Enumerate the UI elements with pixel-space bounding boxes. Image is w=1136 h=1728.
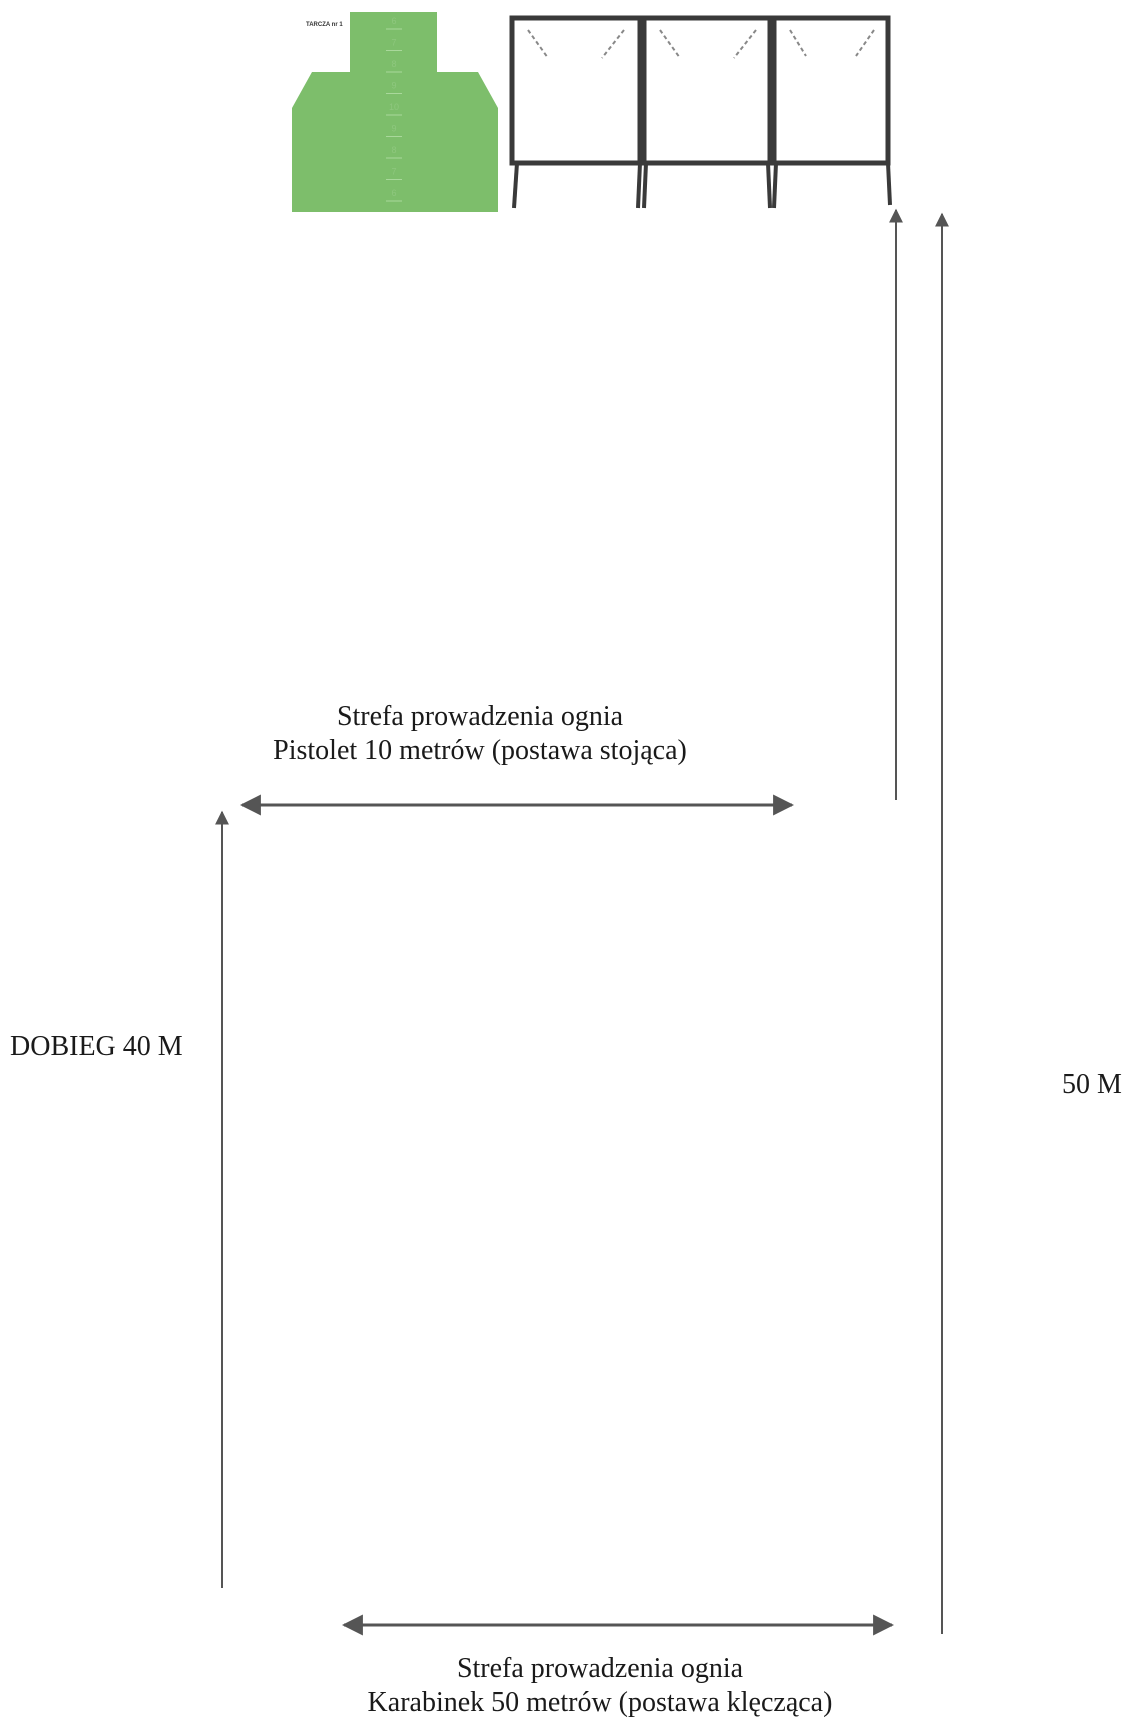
rifle-zone-title: Strefa prowadzenia ognia (456, 1653, 744, 1684)
target-shape (292, 12, 498, 212)
frame-panel (641, 15, 773, 209)
target-silhouette: TARCZA nr 1 6 7 8 9 10 9 8 7 6 (292, 12, 498, 212)
pistol-zone-detail: Pistolet 10 metrów (postawa stojąca) (273, 735, 687, 766)
rifle-zone-detail: Karabinek 50 metrów (postawa klęcząca) (367, 1687, 833, 1718)
target-score-label: 6 (391, 188, 396, 198)
pistol-zone-title: Strefa prowadzenia ognia (336, 701, 624, 732)
target-score-labels: 6 7 8 9 10 9 8 7 6 (386, 16, 402, 202)
target-score-label: 8 (391, 59, 396, 69)
target-score-label: 8 (391, 145, 396, 155)
target-frame (509, 15, 892, 209)
run-distance-label: DOBIEG 40 M (10, 1031, 183, 1062)
pistol-zone-label: Strefa prowadzenia ognia Pistolet 10 met… (230, 700, 730, 768)
target-score-label: 9 (391, 124, 396, 134)
target-name: TARCZA nr 1 (306, 22, 343, 28)
target-score-label: 7 (391, 167, 396, 177)
target-score-label: 7 (391, 38, 396, 48)
frame-panel (509, 15, 643, 209)
rifle-zone-label: Strefa prowadzenia ognia Karabinek 50 me… (330, 1652, 870, 1720)
target-score-label: 6 (391, 16, 396, 26)
target-score-label: 9 (391, 81, 396, 91)
target-score-label: 10 (389, 102, 399, 112)
frame-panel (771, 15, 892, 209)
total-distance-label: 50 M (1062, 1069, 1122, 1100)
